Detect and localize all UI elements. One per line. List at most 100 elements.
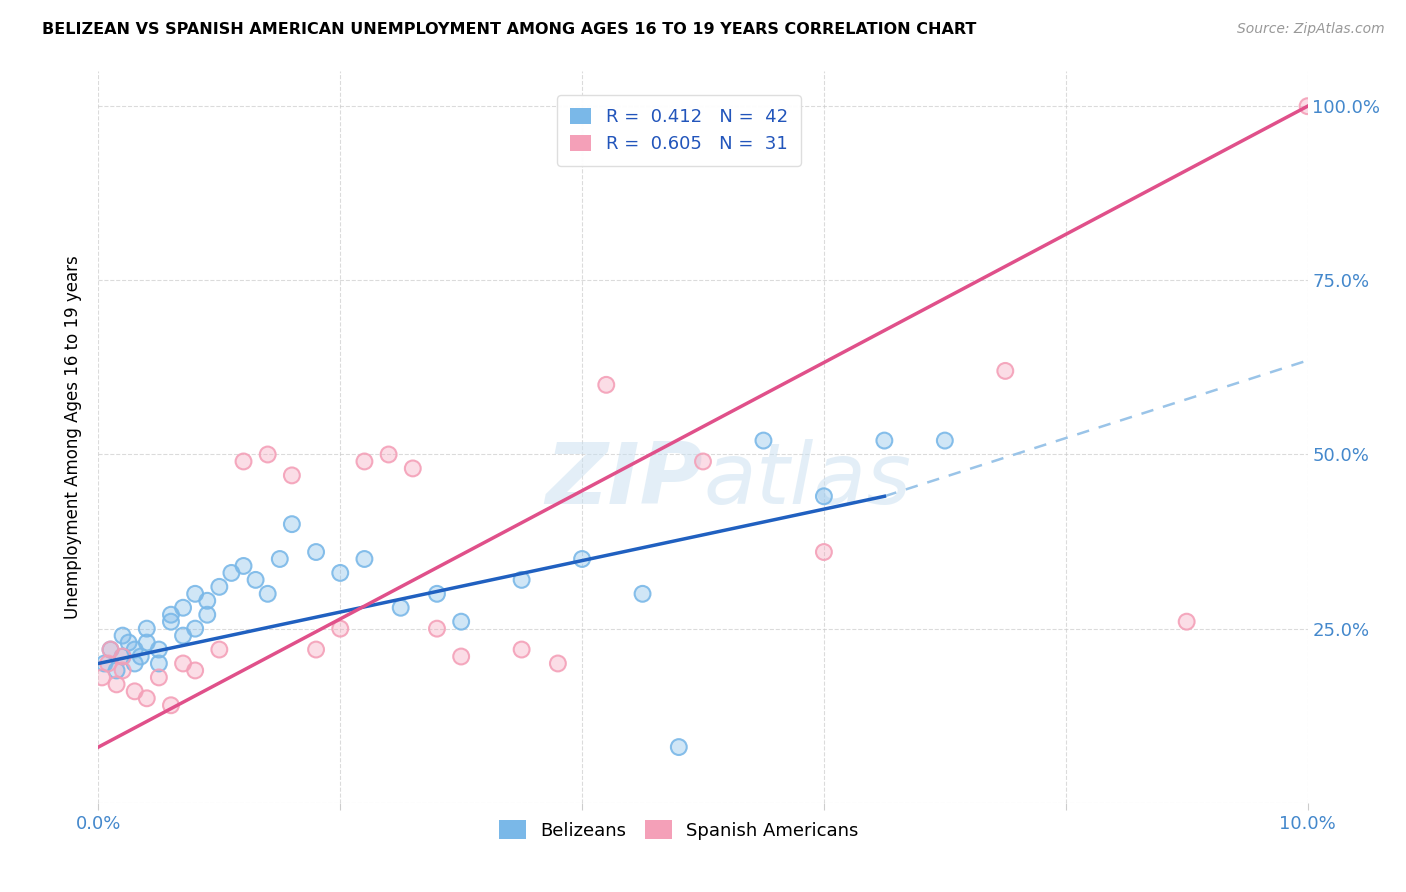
Point [100, 642, 122, 657]
Point [129, 649, 152, 664]
Point [752, 434, 775, 448]
Point [208, 642, 231, 657]
Point [595, 377, 617, 392]
Point [100, 642, 122, 657]
Point [111, 629, 134, 643]
Point [111, 664, 134, 678]
Point [184, 664, 207, 678]
Point [353, 552, 375, 566]
Point [97, 657, 120, 671]
Point [994, 364, 1017, 378]
Point [91, 670, 114, 684]
Point [450, 649, 472, 664]
Point [813, 489, 835, 503]
Point [389, 600, 412, 615]
Point [172, 629, 194, 643]
Point [111, 649, 134, 664]
Point [256, 448, 278, 462]
Point [184, 587, 207, 601]
Point [450, 649, 472, 664]
Point [426, 587, 449, 601]
Point [510, 642, 533, 657]
Point [135, 622, 157, 636]
Point [184, 622, 207, 636]
Point [148, 642, 170, 657]
Point [934, 434, 956, 448]
Point [245, 573, 267, 587]
Point [281, 517, 304, 532]
Point [100, 642, 122, 657]
Point [450, 615, 472, 629]
Point [402, 461, 425, 475]
Point [232, 454, 254, 468]
Point [111, 649, 134, 664]
Point [269, 552, 291, 566]
Point [994, 364, 1017, 378]
Point [329, 622, 352, 636]
Point [256, 448, 278, 462]
Point [329, 566, 352, 580]
Point [160, 698, 183, 713]
Point [1296, 99, 1319, 113]
Point [813, 545, 835, 559]
Point [1175, 615, 1198, 629]
Text: atlas: atlas [703, 440, 911, 523]
Point [221, 566, 243, 580]
Point [1175, 615, 1198, 629]
Point [124, 657, 146, 671]
Point [305, 642, 328, 657]
Point [547, 657, 569, 671]
Point [208, 580, 231, 594]
Point [195, 607, 218, 622]
Point [148, 642, 170, 657]
Text: ZIP: ZIP [546, 440, 703, 523]
Point [97, 657, 120, 671]
Point [510, 573, 533, 587]
Point [232, 558, 254, 573]
Point [160, 607, 183, 622]
Point [813, 489, 835, 503]
Point [93, 657, 115, 671]
Point [305, 642, 328, 657]
Point [105, 664, 128, 678]
Point [111, 649, 134, 664]
Point [1296, 99, 1319, 113]
Text: Source: ZipAtlas.com: Source: ZipAtlas.com [1237, 22, 1385, 37]
Point [135, 635, 157, 649]
Point [135, 622, 157, 636]
Text: BELIZEAN VS SPANISH AMERICAN UNEMPLOYMENT AMONG AGES 16 TO 19 YEARS CORRELATION : BELIZEAN VS SPANISH AMERICAN UNEMPLOYMEN… [42, 22, 977, 37]
Point [184, 622, 207, 636]
Point [93, 657, 115, 671]
Point [752, 434, 775, 448]
Point [148, 670, 170, 684]
Point [91, 670, 114, 684]
Point [148, 670, 170, 684]
Y-axis label: Unemployment Among Ages 16 to 19 years: Unemployment Among Ages 16 to 19 years [63, 255, 82, 619]
Point [221, 566, 243, 580]
Point [195, 594, 218, 608]
Point [135, 691, 157, 706]
Point [135, 635, 157, 649]
Point [172, 600, 194, 615]
Point [426, 622, 449, 636]
Point [208, 642, 231, 657]
Point [172, 657, 194, 671]
Point [571, 552, 593, 566]
Point [111, 664, 134, 678]
Point [450, 615, 472, 629]
Point [124, 684, 146, 698]
Point [118, 635, 141, 649]
Point [195, 607, 218, 622]
Point [668, 740, 690, 755]
Point [426, 622, 449, 636]
Point [353, 454, 375, 468]
Point [813, 545, 835, 559]
Point [124, 657, 146, 671]
Point [510, 573, 533, 587]
Point [305, 545, 328, 559]
Point [135, 691, 157, 706]
Point [631, 587, 654, 601]
Point [245, 573, 267, 587]
Point [873, 434, 896, 448]
Point [402, 461, 425, 475]
